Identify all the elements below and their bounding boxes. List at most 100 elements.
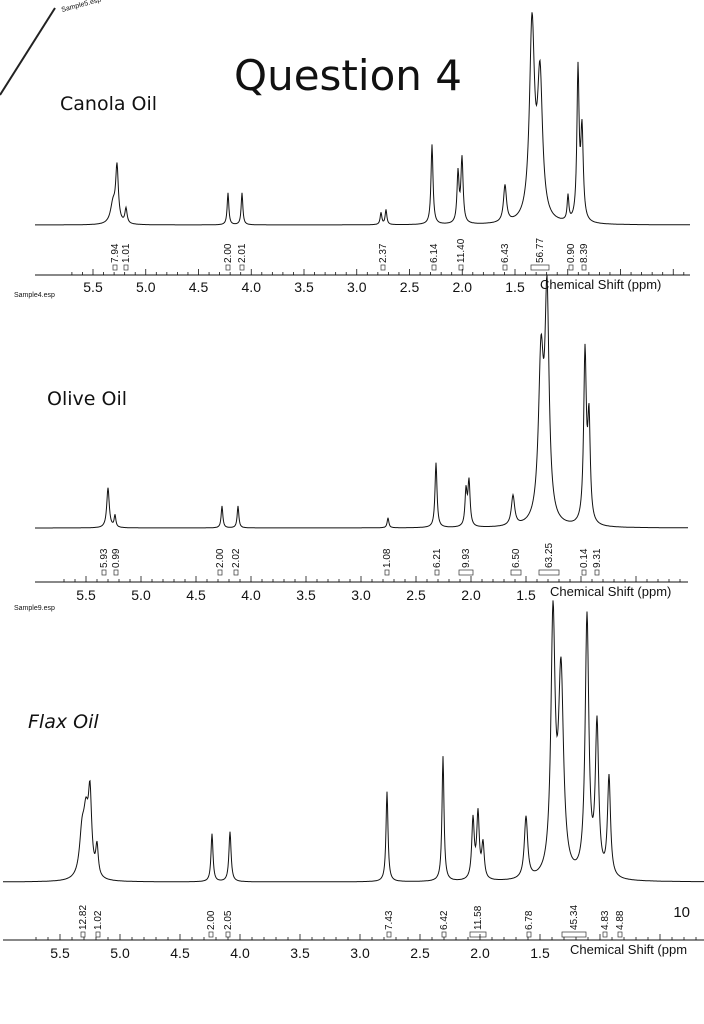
tick-label: 4.5	[186, 587, 206, 603]
integral-bracket	[561, 931, 587, 938]
integral-bracket	[380, 264, 386, 271]
integral-value: 0.90	[566, 243, 577, 263]
tick-label: 3.0	[347, 279, 367, 295]
integral-bracket	[568, 264, 574, 271]
integral-bracket	[458, 264, 464, 271]
integral-value: 9.93	[461, 548, 472, 568]
integral-value: 4.83	[600, 910, 611, 930]
integral-bracket	[233, 569, 239, 576]
integral-value: 0.14	[579, 548, 590, 568]
axis-title: Chemical Shift (ppm)	[550, 584, 671, 599]
page-number: 10	[673, 904, 690, 921]
integral-bracket	[123, 264, 129, 271]
integral-value: 2.00	[223, 243, 234, 263]
tick-label: 5.5	[50, 945, 70, 961]
tick-label: 2.0	[453, 279, 473, 295]
integral-bracket	[113, 569, 119, 576]
integral-bracket	[526, 931, 532, 938]
tick-label: 1.5	[505, 279, 525, 295]
integral-bracket	[80, 931, 86, 938]
axis-title: Chemical Shift (ppm	[570, 942, 687, 957]
integral-value: 6.78	[524, 910, 535, 930]
integral-value: 1.01	[121, 243, 132, 263]
axis-title: Chemical Shift (ppm)	[540, 277, 661, 292]
integral-bracket	[602, 931, 608, 938]
tick-label: 3.5	[294, 279, 314, 295]
integral-bracket	[95, 931, 101, 938]
integral-value: 6.21	[432, 548, 443, 568]
file-label: Sample4.esp	[14, 292, 55, 299]
integral-bracket	[617, 931, 623, 938]
integral-value: 2.37	[378, 243, 389, 263]
integral-value: 6.14	[429, 243, 440, 263]
integral-value: 12.82	[78, 905, 89, 930]
integral-value: 7.43	[384, 910, 395, 930]
integral-bracket	[538, 569, 560, 576]
integral-value: 7.94	[110, 243, 121, 263]
tick-label: 4.0	[242, 279, 262, 295]
integral-bracket	[594, 569, 600, 576]
spectrum-name: Flax Oil	[28, 711, 99, 733]
tick-label: 3.5	[290, 945, 310, 961]
integral-bracket	[384, 569, 390, 576]
tick-label: 1.5	[530, 945, 550, 961]
integral-value: 2.00	[206, 910, 217, 930]
tick-label: 5.5	[83, 279, 103, 295]
integral-value: 9.31	[592, 548, 603, 568]
tick-label: 4.0	[230, 945, 250, 961]
integral-value: 2.02	[231, 548, 242, 568]
integral-bracket	[458, 569, 474, 576]
integral-bracket	[502, 264, 508, 271]
file-label: Sample9.esp	[14, 605, 55, 612]
spectrum-name: Canola Oil	[60, 93, 157, 115]
integral-value: 6.42	[439, 910, 450, 930]
integral-value: 6.43	[500, 243, 511, 263]
tick-label: 4.5	[189, 279, 209, 295]
tick-label: 5.5	[76, 587, 96, 603]
integral-value: 11.58	[473, 905, 484, 930]
integral-bracket	[225, 264, 231, 271]
integral-value: 2.05	[223, 910, 234, 930]
integral-value: 2.01	[237, 243, 248, 263]
scan-edge	[0, 7, 56, 96]
spectrum-name: Olive Oil	[47, 388, 127, 410]
spectrum-trace	[35, 12, 690, 226]
integral-value: 0.99	[111, 548, 122, 568]
file-label: Sample5.esp	[61, 0, 102, 14]
tick-label: 2.5	[400, 279, 420, 295]
tick-label: 2.5	[410, 945, 430, 961]
tick-label: 3.5	[296, 587, 316, 603]
integral-bracket	[581, 569, 587, 576]
integral-bracket	[225, 931, 231, 938]
tick-label: 3.0	[350, 945, 370, 961]
integral-bracket	[208, 931, 214, 938]
tick-label: 2.0	[470, 945, 490, 961]
integral-value: 6.50	[511, 548, 522, 568]
integral-value: 8.39	[579, 243, 590, 263]
integral-bracket	[434, 569, 440, 576]
tick-label: 1.5	[516, 587, 536, 603]
page-title: Question 4	[234, 51, 462, 100]
integral-bracket	[469, 931, 487, 938]
integral-bracket	[530, 264, 550, 271]
integral-bracket	[431, 264, 437, 271]
integral-value: 1.08	[382, 548, 393, 568]
integral-bracket	[386, 931, 392, 938]
integral-value: 56.77	[535, 238, 546, 263]
tick-label: 4.0	[241, 587, 261, 603]
tick-label: 2.5	[406, 587, 426, 603]
integral-bracket	[112, 264, 118, 271]
integral-value: 11.40	[456, 238, 467, 263]
integral-bracket	[510, 569, 522, 576]
tick-label: 2.0	[461, 587, 481, 603]
integral-value: 63.25	[544, 543, 555, 568]
integral-value: 45.34	[569, 905, 580, 930]
integral-bracket	[217, 569, 223, 576]
spectrum-trace	[3, 600, 704, 883]
integral-value: 2.00	[215, 548, 226, 568]
integral-value: 1.02	[93, 910, 104, 930]
integral-value: 5.93	[99, 548, 110, 568]
tick-label: 3.0	[351, 587, 371, 603]
